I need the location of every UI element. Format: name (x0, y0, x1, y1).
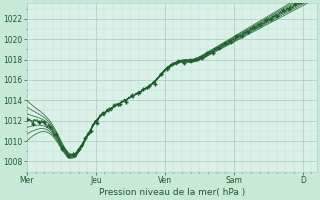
X-axis label: Pression niveau de la mer( hPa ): Pression niveau de la mer( hPa ) (99, 188, 245, 197)
